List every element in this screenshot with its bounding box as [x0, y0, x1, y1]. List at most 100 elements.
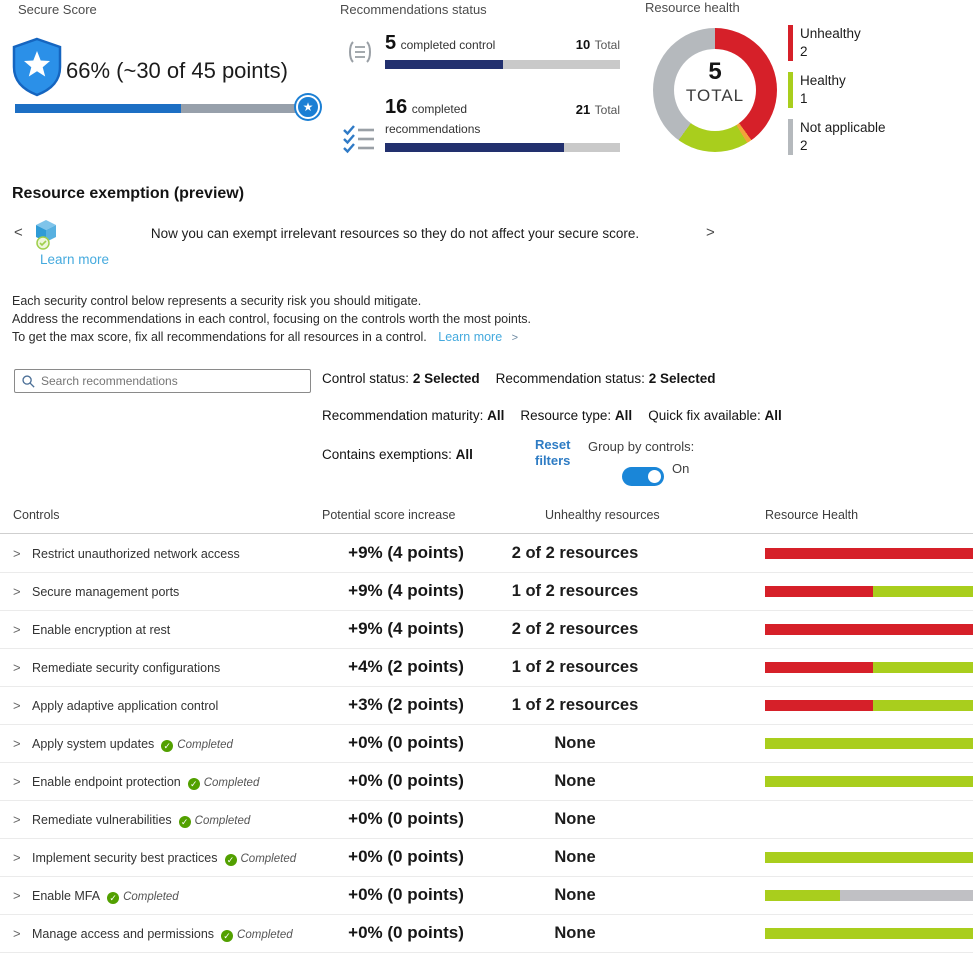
filter-control-status[interactable]: Control status: 2 Selected — [322, 371, 480, 386]
filter-contains-exemptions[interactable]: Contains exemptions: All — [322, 447, 473, 462]
search-box[interactable] — [14, 369, 311, 393]
expand-chevron-icon[interactable]: > — [13, 660, 21, 675]
bracket-list-icon — [349, 41, 371, 63]
unhealthy-resources: None — [554, 810, 596, 828]
table-row[interactable]: > Secure management ports +9% (4 points) 1 … — [0, 573, 973, 611]
filter-resource-type[interactable]: Resource type: All — [520, 408, 633, 423]
expand-chevron-icon[interactable]: > — [13, 850, 21, 865]
unhealthy-resources: None — [554, 848, 596, 866]
recommendations-total-label: Total — [594, 103, 620, 117]
completed-check-icon: ✓ — [187, 778, 200, 790]
health-bar-segment — [873, 586, 973, 597]
health-bar-segment — [873, 662, 973, 673]
potential-score-increase: +3% (2 points) — [348, 695, 464, 714]
completed-controls-label: completed control — [400, 38, 496, 52]
expand-chevron-icon[interactable]: > — [13, 698, 21, 713]
table-row[interactable]: > Remediate security configurations +4% (2… — [0, 649, 973, 687]
shield-icon — [12, 37, 62, 97]
control-name: Apply adaptive application control — [32, 699, 219, 713]
resource-health-bar — [765, 624, 973, 635]
control-name: Remediate security configurations — [32, 661, 221, 675]
table-row[interactable]: > Enable MFA ✓ Completed +0% (0 points) None — [0, 877, 973, 915]
expand-chevron-icon[interactable]: > — [13, 584, 21, 599]
banner-message: Now you can exempt irrelevant resources … — [150, 226, 640, 241]
unhealthy-resources: 1 of 2 resources — [511, 658, 639, 676]
recommendations-status-title: Recommendations status — [340, 2, 487, 17]
controls-progress-fill — [385, 60, 503, 69]
controls-total-label: Total — [594, 38, 620, 52]
expand-chevron-icon[interactable]: > — [13, 774, 21, 789]
recommendations-progress-bar — [385, 143, 620, 152]
banner-prev-icon[interactable]: < — [14, 224, 23, 241]
secure-score-value: 66% (~30 of 45 points) — [66, 58, 288, 83]
health-bar-segment — [765, 776, 973, 787]
potential-score-increase: +0% (0 points) — [348, 771, 464, 790]
health-bar-segment — [765, 738, 973, 749]
header-score[interactable]: Potential score increase — [322, 508, 456, 522]
recommendations-total: 21 Total — [385, 101, 620, 119]
unhealthy-resources: None — [554, 772, 596, 790]
secure-score-bar-fill — [15, 104, 181, 113]
secure-score-bar: ★ — [15, 95, 320, 119]
expand-chevron-icon[interactable]: > — [13, 546, 21, 561]
completed-check-icon: ✓ — [107, 892, 120, 904]
control-name: Manage access and permissions ✓ Completed — [32, 927, 293, 942]
control-name: Restrict unauthorized network access — [32, 547, 240, 561]
potential-score-increase: +0% (0 points) — [348, 809, 464, 828]
filter-quick-fix[interactable]: Quick fix available: All — [648, 408, 782, 423]
exemption-learn-more-link[interactable]: Learn more — [40, 252, 110, 267]
controls-total: 10 Total — [385, 36, 620, 54]
table-row[interactable]: > Enable endpoint protection ✓ Completed +0%… — [0, 763, 973, 801]
table-row[interactable]: > Apply adaptive application control +3% (… — [0, 687, 973, 725]
resource-health-bar — [765, 700, 973, 711]
resource-health-title: Resource health — [645, 0, 740, 15]
header-controls[interactable]: Controls — [13, 508, 60, 522]
group-by-controls-toggle[interactable] — [622, 467, 664, 486]
completed-check-icon: ✓ — [161, 740, 174, 752]
search-icon — [22, 374, 35, 388]
unhealthy-resources: 1 of 2 resources — [511, 582, 639, 600]
resource-health-bar — [765, 548, 973, 559]
expand-chevron-icon[interactable]: > — [13, 926, 21, 941]
table-row[interactable]: > Enable encryption at rest +9% (4 points)… — [0, 611, 973, 649]
potential-score-increase: +9% (4 points) — [348, 543, 464, 562]
control-name: Enable MFA ✓ Completed — [32, 889, 179, 904]
potential-score-increase: +9% (4 points) — [348, 581, 464, 600]
group-by-controls-label: Group by controls: — [588, 439, 695, 454]
legend-item: Unhealthy 2 — [788, 25, 886, 61]
expand-chevron-icon[interactable]: > — [13, 622, 21, 637]
expand-chevron-icon[interactable]: > — [13, 888, 21, 903]
reset-filters-button[interactable]: Reset filters — [535, 437, 571, 468]
header-unhealthy[interactable]: Unhealthy resources — [545, 508, 660, 522]
table-row[interactable]: > Remediate vulnerabilities ✓ Completed +0% … — [0, 801, 973, 839]
potential-score-increase: +4% (2 points) — [348, 657, 464, 676]
potential-score-increase: +0% (0 points) — [348, 885, 464, 904]
controls-progress-bar — [385, 60, 620, 69]
control-name: Remediate vulnerabilities ✓ Completed — [32, 813, 251, 828]
control-name: Apply system updates ✓ Completed — [32, 737, 233, 752]
table-row[interactable]: > Manage access and permissions ✓ Completed… — [0, 915, 973, 953]
filter-recommendation-status[interactable]: Recommendation status: 2 Selected — [495, 371, 716, 386]
table-row[interactable]: > Apply system updates ✓ Completed +0% (0 po… — [0, 725, 973, 763]
intro-learn-more-link[interactable]: Learn more — [438, 330, 503, 344]
intro-line-2: Address the recommendations in each cont… — [12, 312, 532, 326]
expand-chevron-icon[interactable]: > — [13, 736, 21, 751]
legend-item: Healthy 1 — [788, 72, 886, 108]
potential-score-increase: +0% (0 points) — [348, 847, 464, 866]
table-row[interactable]: > Implement security best practices ✓ Compl… — [0, 839, 973, 877]
recommendations-progress-fill — [385, 143, 564, 152]
donut-total-value: 5 — [708, 58, 722, 85]
search-input[interactable] — [41, 374, 304, 388]
table-row[interactable]: > Restrict unauthorized network access +9%… — [0, 535, 973, 573]
expand-chevron-icon[interactable]: > — [13, 812, 21, 827]
completed-label: Completed — [203, 777, 260, 789]
control-name: Enable endpoint protection ✓ Completed — [32, 775, 260, 790]
resource-health-bar — [765, 890, 973, 901]
health-bar-segment — [765, 890, 840, 901]
potential-score-increase: +0% (0 points) — [348, 923, 464, 942]
exemption-title: Resource exemption (preview) — [12, 185, 245, 202]
header-health[interactable]: Resource Health — [765, 508, 859, 522]
banner-next-icon[interactable]: > — [706, 224, 715, 241]
filter-recommendation-maturity[interactable]: Recommendation maturity: All — [322, 408, 505, 423]
completed-recommendations-stat: 16 completed recommendations — [385, 97, 510, 139]
